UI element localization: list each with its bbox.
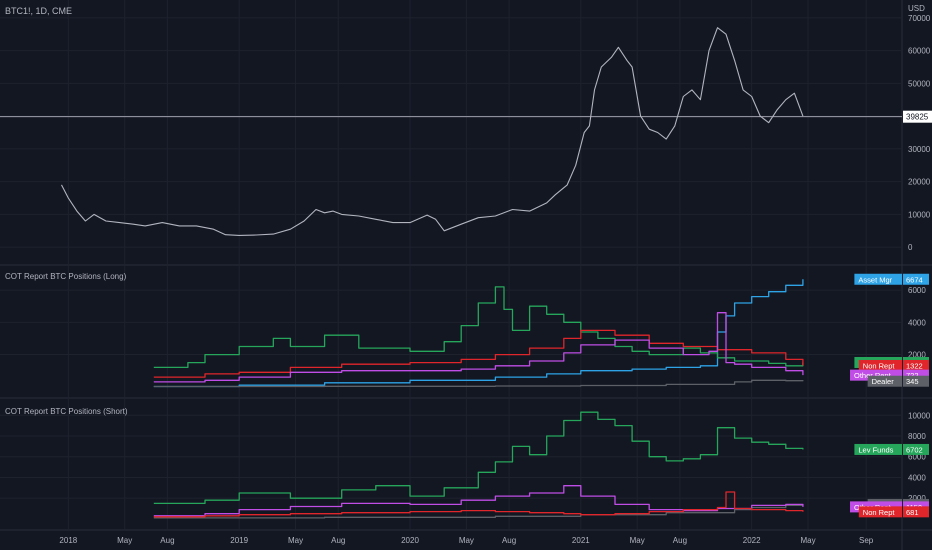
series-value-badge bbox=[903, 375, 929, 387]
y-tick-label: 20000 bbox=[908, 178, 931, 187]
x-tick-label: 2018 bbox=[59, 536, 77, 545]
series-value-badge bbox=[903, 359, 929, 371]
panel-title-short[interactable]: COT Report BTC Positions (Short) bbox=[5, 407, 128, 416]
x-tick-label: May bbox=[117, 536, 132, 545]
series-name-label: Dealer bbox=[872, 377, 895, 386]
y-tick-label: 50000 bbox=[908, 79, 931, 88]
series-name-label: Non Rept bbox=[863, 508, 896, 517]
x-tick-label: 2021 bbox=[572, 536, 590, 545]
x-tick-label: 2020 bbox=[401, 536, 419, 545]
x-tick-label: May bbox=[800, 536, 815, 545]
series-tag: Non Rept 1322 bbox=[858, 359, 929, 371]
x-tick-label: Sep bbox=[859, 536, 874, 545]
series-value-badge bbox=[903, 506, 929, 518]
series-value-label: 681 bbox=[906, 508, 919, 517]
y-tick-label: 60000 bbox=[908, 47, 931, 56]
symbol-title[interactable]: BTC1!, 1D, CME bbox=[5, 6, 73, 16]
series-tag: Lev Funds 6702 bbox=[854, 443, 929, 455]
series-name-badge bbox=[867, 375, 902, 387]
series-line-non-rept[interactable] bbox=[153, 329, 804, 378]
series-value-badge bbox=[903, 273, 929, 285]
last-price-badge bbox=[903, 110, 932, 123]
series-name-label: Lev Funds bbox=[858, 445, 893, 454]
series-value-label: 722 bbox=[906, 371, 919, 380]
series-value-badge bbox=[903, 369, 929, 381]
x-tick-label: Aug bbox=[160, 536, 174, 545]
series-tag: Other Rept 722 bbox=[850, 369, 929, 381]
panel-title-long[interactable]: COT Report BTC Positions (Long) bbox=[5, 272, 127, 281]
series-name-badge bbox=[858, 359, 902, 371]
y-tick-label: 2000 bbox=[908, 351, 926, 360]
series-value-label: 6674 bbox=[906, 275, 923, 284]
series-line-lev-funds[interactable] bbox=[153, 286, 804, 369]
series-name-badge bbox=[858, 506, 902, 518]
series-line-other-rept[interactable] bbox=[153, 485, 804, 517]
series-line-dealer[interactable] bbox=[153, 379, 804, 388]
y-tick-label: 4000 bbox=[908, 473, 926, 482]
series-value-badge bbox=[903, 443, 929, 455]
x-tick-label: 2022 bbox=[743, 536, 761, 545]
y-tick-label: 2000 bbox=[908, 494, 926, 503]
series-value-label: 345 bbox=[906, 377, 919, 386]
price-series-line[interactable] bbox=[61, 27, 804, 236]
y-tick-label: 0 bbox=[908, 243, 913, 252]
series-tag: Asset Mgr 6674 bbox=[854, 273, 929, 285]
y-tick-label: 4000 bbox=[908, 318, 926, 327]
x-tick-label: Aug bbox=[502, 536, 516, 545]
series-tag: Non Rept 681 bbox=[858, 506, 929, 518]
y-tick-label: 6000 bbox=[908, 453, 926, 462]
x-tick-label: Aug bbox=[331, 536, 345, 545]
y-tick-label: 10000 bbox=[908, 411, 931, 420]
x-tick-label: May bbox=[630, 536, 645, 545]
series-value-label: 6702 bbox=[906, 445, 923, 454]
y-tick-label: 8000 bbox=[908, 432, 926, 441]
series-name-badge bbox=[850, 369, 902, 381]
series-name-label: Other Rept bbox=[854, 371, 892, 380]
y-tick-label: 10000 bbox=[908, 210, 931, 219]
series-line-asset-mgr[interactable] bbox=[153, 279, 804, 388]
series-value-label: 1322 bbox=[906, 361, 923, 370]
series-line-lev-funds[interactable] bbox=[153, 411, 804, 505]
y-tick-label: 70000 bbox=[908, 14, 931, 23]
series-tag: Dealer 345 bbox=[867, 375, 929, 387]
last-price-label: 39825 bbox=[906, 113, 929, 122]
x-tick-label: Aug bbox=[673, 536, 687, 545]
series-line-other-rept[interactable] bbox=[153, 312, 804, 383]
currency-label: USD bbox=[908, 4, 925, 13]
x-tick-label: May bbox=[459, 536, 474, 545]
series-line-dealer[interactable] bbox=[153, 504, 804, 519]
series-name-label: Non Rept bbox=[863, 361, 896, 370]
x-tick-label: May bbox=[288, 536, 303, 545]
series-line-non-rept[interactable] bbox=[153, 491, 804, 518]
y-tick-label: 30000 bbox=[908, 145, 931, 154]
y-tick-label: 6000 bbox=[908, 286, 926, 295]
series-name-badge bbox=[854, 273, 902, 285]
series-name-label: Asset Mgr bbox=[858, 275, 892, 284]
x-tick-label: 2019 bbox=[230, 536, 248, 545]
series-name-badge bbox=[854, 443, 902, 455]
